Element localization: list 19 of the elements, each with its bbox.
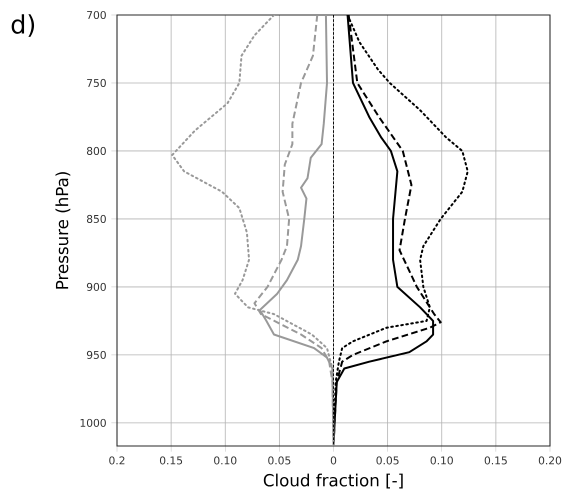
x-tick-label: 0.20 bbox=[538, 456, 562, 464]
y-tick-label: 850 bbox=[86, 214, 106, 223]
x-tick-label: 0.2 bbox=[109, 456, 124, 464]
y-tick-label: 1000 bbox=[80, 418, 106, 427]
y-tick-label: 900 bbox=[86, 282, 106, 291]
y-tick-label: 950 bbox=[86, 350, 106, 359]
x-tick-label: 0.05 bbox=[376, 456, 399, 464]
y-axis-title: Pressure (hPa) bbox=[55, 172, 70, 289]
x-tick-label: 0 bbox=[330, 456, 336, 464]
x-tick-label: 0.05 bbox=[268, 456, 290, 464]
x-tick-label: 0.15 bbox=[160, 456, 182, 464]
x-tick-label: 0.10 bbox=[214, 456, 236, 464]
y-tick-label: 700 bbox=[87, 10, 106, 20]
x-axis-title: Cloud fraction [-] bbox=[264, 474, 403, 488]
text: d) bbox=[12, 14, 34, 37]
y-tick-label: 800 bbox=[86, 146, 106, 155]
x-tick-label: 0.15 bbox=[484, 456, 507, 464]
y-tick-label: 750 bbox=[87, 78, 106, 88]
x-tick-label: 0.10 bbox=[430, 456, 453, 464]
